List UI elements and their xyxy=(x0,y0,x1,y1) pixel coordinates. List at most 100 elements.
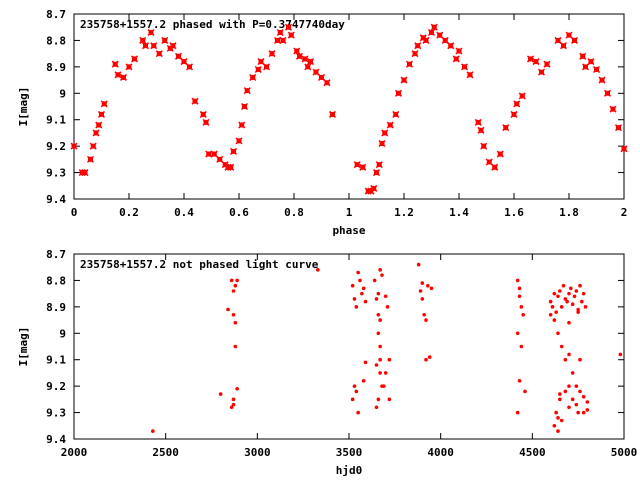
data-point xyxy=(359,163,367,171)
data-point xyxy=(383,371,388,375)
data-point xyxy=(169,42,177,50)
data-point xyxy=(376,331,381,336)
data-point xyxy=(141,42,150,50)
data-point xyxy=(567,384,571,388)
unphased-light-curve-panel: 2000 2500 3000 3500 4000 4500 5000 8.7 8.8 8.9 9 9.… xyxy=(17,248,637,477)
data-point xyxy=(378,357,382,362)
data-point xyxy=(199,110,207,118)
data-point xyxy=(352,384,357,388)
x-tick-label: 1.8 xyxy=(559,206,579,219)
data-point xyxy=(416,262,421,267)
data-point xyxy=(227,163,235,171)
y-tick-label: 9 xyxy=(59,87,66,100)
data-point xyxy=(565,31,573,39)
x-tick-label: 1.4 xyxy=(449,206,469,219)
data-point xyxy=(235,137,243,145)
data-point xyxy=(360,291,364,296)
data-point xyxy=(424,357,428,362)
data-point xyxy=(119,73,128,81)
data-point xyxy=(537,68,546,76)
data-point xyxy=(521,312,525,317)
y-tick-label: 8.7 xyxy=(46,8,66,21)
data-point xyxy=(216,155,224,163)
data-point xyxy=(570,302,575,307)
y-axis-title: I[mag] xyxy=(17,327,30,367)
data-point xyxy=(561,283,566,288)
data-point xyxy=(374,363,379,367)
data-point xyxy=(581,291,586,296)
data-point xyxy=(420,281,425,285)
data-point xyxy=(147,28,155,37)
data-point xyxy=(559,418,564,423)
data-point xyxy=(89,142,97,150)
data-point xyxy=(233,344,238,349)
y-tick-label: 8.7 xyxy=(46,248,66,261)
data-point xyxy=(155,50,163,58)
data-point xyxy=(556,416,560,420)
data-point xyxy=(356,270,360,275)
y-tick-label: 9.1 xyxy=(46,354,66,367)
data-point xyxy=(548,299,553,304)
x-tick-label: 2500 xyxy=(152,446,179,459)
data-point xyxy=(231,312,236,317)
data-point xyxy=(515,278,520,283)
data-point xyxy=(581,410,586,415)
data-point xyxy=(558,392,562,396)
data-point xyxy=(620,145,628,153)
data-point xyxy=(180,58,188,66)
data-point xyxy=(543,60,551,68)
data-point xyxy=(139,36,147,44)
y-tick-label: 9.1 xyxy=(46,114,66,127)
data-point xyxy=(306,58,315,66)
data-point xyxy=(474,118,482,126)
data-point xyxy=(579,52,587,60)
x-tick-label: 1 xyxy=(346,206,353,219)
data-point xyxy=(358,278,362,283)
data-point xyxy=(552,318,557,322)
data-point xyxy=(452,55,460,63)
data-point xyxy=(418,289,423,293)
data-point xyxy=(279,36,287,44)
x-tick-label: 4500 xyxy=(519,446,546,459)
data-point xyxy=(558,397,562,402)
data-point xyxy=(185,63,194,71)
data-point xyxy=(581,63,590,71)
y-tick-label: 8.9 xyxy=(46,61,66,74)
y-tick-label: 9.3 xyxy=(46,167,66,180)
data-point xyxy=(411,50,419,58)
x-axis-title: hjd0 xyxy=(336,464,363,477)
data-point xyxy=(587,58,595,66)
y-tick-label: 8.9 xyxy=(46,301,66,314)
data-point xyxy=(293,47,301,55)
data-point xyxy=(350,283,355,288)
data-point xyxy=(480,142,488,150)
data-point xyxy=(585,400,590,404)
data-point xyxy=(240,102,249,111)
x-tick-label: 0.2 xyxy=(119,206,139,219)
x-tick-label: 4000 xyxy=(427,446,454,459)
data-point xyxy=(370,184,378,192)
data-point xyxy=(312,68,320,76)
data-point xyxy=(552,291,557,296)
data-point xyxy=(392,110,400,118)
chart-title: 235758+1557.2 not phased light curve xyxy=(80,258,319,271)
data-point xyxy=(387,357,392,362)
data-point xyxy=(554,310,558,314)
data-point xyxy=(387,397,392,402)
data-point xyxy=(570,397,575,402)
data-point xyxy=(374,297,379,301)
data-point xyxy=(466,71,474,79)
data-point xyxy=(515,410,520,415)
data-point xyxy=(231,402,236,407)
data-point xyxy=(191,97,199,105)
data-point xyxy=(485,158,493,166)
plot-frame xyxy=(73,253,625,440)
data-point xyxy=(523,389,527,394)
x-axis-title: phase xyxy=(332,224,365,237)
data-point xyxy=(92,129,100,137)
data-point xyxy=(394,89,403,97)
data-point xyxy=(382,384,386,388)
data-point xyxy=(618,352,623,357)
data-point xyxy=(518,92,526,100)
data-point xyxy=(111,60,119,68)
